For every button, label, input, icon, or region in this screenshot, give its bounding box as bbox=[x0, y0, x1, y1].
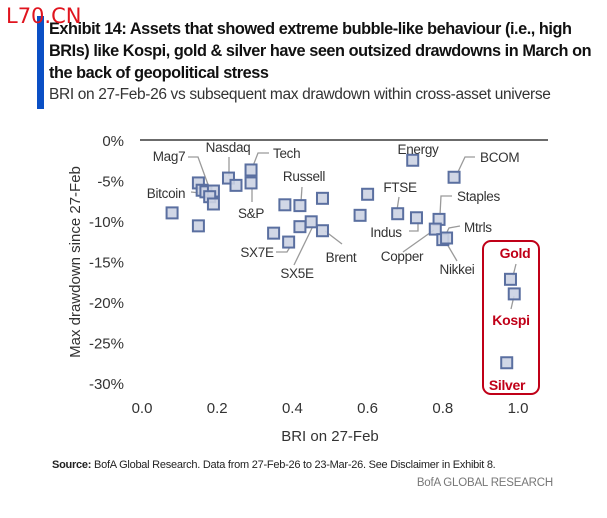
data-point bbox=[244, 176, 258, 190]
y-tick-label: 0% bbox=[102, 133, 124, 150]
point-label-silver: Silver bbox=[489, 377, 526, 393]
data-point bbox=[500, 356, 514, 370]
point-label-tech: Tech bbox=[273, 146, 300, 161]
data-point bbox=[428, 222, 442, 236]
point-label-bitcoin: Bitcoin bbox=[147, 186, 185, 201]
data-point bbox=[221, 171, 235, 185]
watermark: L70.CN bbox=[6, 4, 82, 28]
label-leader-line bbox=[446, 243, 458, 262]
highlight-box bbox=[482, 240, 540, 395]
x-tick-label: 0.2 bbox=[207, 400, 228, 417]
data-point bbox=[406, 153, 420, 167]
data-point bbox=[507, 287, 521, 301]
point-label-ftse: FTSE bbox=[383, 180, 417, 195]
y-tick-label: -20% bbox=[89, 295, 124, 312]
data-point bbox=[278, 198, 292, 212]
data-point bbox=[315, 224, 329, 238]
label-leader-line bbox=[276, 246, 291, 253]
x-axis-title: BRI on 27-Feb bbox=[281, 428, 379, 445]
point-label-nikkei: Nikkei bbox=[440, 262, 475, 277]
point-label-brent: Brent bbox=[326, 250, 357, 265]
data-point bbox=[293, 199, 307, 213]
data-point bbox=[304, 215, 318, 229]
exhibit-subtitle: BRI on 27-Feb-26 vs subsequent max drawd… bbox=[49, 86, 551, 103]
data-point bbox=[409, 211, 423, 225]
data-point bbox=[191, 219, 205, 233]
source-text: BofA Global Research. Data from 27-Feb-2… bbox=[91, 459, 496, 471]
data-point bbox=[391, 207, 405, 221]
label-leader-line bbox=[252, 152, 269, 167]
data-point bbox=[267, 226, 281, 240]
point-label-sx7e: SX7E bbox=[240, 245, 274, 260]
label-leader-line bbox=[293, 225, 314, 266]
point-label-staples: Staples bbox=[457, 189, 500, 204]
data-point bbox=[353, 208, 367, 222]
point-label-russell: Russell bbox=[283, 169, 325, 184]
point-label-indus: Indus bbox=[370, 225, 402, 240]
point-label-energy: Energy bbox=[398, 142, 440, 157]
data-point bbox=[282, 235, 296, 249]
point-label-nasdaq: Nasdaq bbox=[206, 140, 251, 155]
point-label-bcom: BCOM bbox=[480, 150, 519, 165]
data-point bbox=[293, 220, 307, 234]
point-label-copper: Copper bbox=[381, 249, 424, 264]
x-tick-label: 0.0 bbox=[132, 400, 153, 417]
data-point bbox=[440, 231, 454, 245]
point-label-kospi: Kospi bbox=[492, 312, 529, 328]
accent-bar bbox=[37, 16, 44, 109]
y-tick-label: -10% bbox=[89, 214, 124, 231]
data-point bbox=[165, 206, 179, 220]
x-tick-label: 1.0 bbox=[508, 400, 529, 417]
brand-footer: BofA GLOBAL RESEARCH bbox=[416, 477, 553, 489]
label-leader-line bbox=[439, 195, 452, 216]
point-label-gold: Gold bbox=[500, 245, 531, 261]
source-label: Source: bbox=[52, 459, 92, 471]
label-leader-line bbox=[409, 222, 419, 232]
x-tick-label: 0.6 bbox=[357, 400, 378, 417]
data-points bbox=[165, 153, 521, 370]
point-labels: Bitcoin Mag7 Nasdaq Tech S&P SX7E Russell SX5E B… bbox=[147, 140, 531, 393]
label-leader-line bbox=[456, 156, 475, 175]
data-point bbox=[229, 178, 243, 192]
y-axis-title: Max drawdown since 27-Feb bbox=[67, 166, 84, 358]
x-tick-label: 0.4 bbox=[282, 400, 303, 417]
axes: 0% -5% -10% -15% -20% -25% -30% 0.0 0.2 0.4 0.6 0.8… bbox=[67, 133, 548, 445]
point-label-sx5e: SX5E bbox=[280, 266, 314, 281]
data-point bbox=[503, 272, 517, 286]
y-tick-label: -5% bbox=[97, 174, 124, 191]
scatter-chart: 0% -5% -10% -15% -20% -25% -30% 0.0 0.2 0.4 0.6 0.8… bbox=[67, 133, 548, 445]
data-point bbox=[361, 187, 375, 201]
x-tick-label: 0.8 bbox=[432, 400, 453, 417]
data-point bbox=[206, 197, 220, 211]
source-note: Source: BofA Global Research. Data from … bbox=[52, 459, 496, 471]
point-label-sp: S&P bbox=[238, 206, 264, 221]
label-leader-line bbox=[188, 156, 211, 191]
y-tick-label: -15% bbox=[89, 255, 124, 272]
exhibit-title: Exhibit 14: Assets that showed extreme b… bbox=[49, 20, 592, 82]
point-label-mag7: Mag7 bbox=[153, 149, 186, 164]
y-tick-label: -30% bbox=[89, 376, 124, 393]
y-tick-label: -25% bbox=[89, 336, 124, 353]
data-point bbox=[315, 191, 329, 205]
data-point bbox=[447, 170, 461, 184]
data-point bbox=[244, 163, 258, 177]
point-label-mtrls: Mtrls bbox=[464, 220, 492, 235]
